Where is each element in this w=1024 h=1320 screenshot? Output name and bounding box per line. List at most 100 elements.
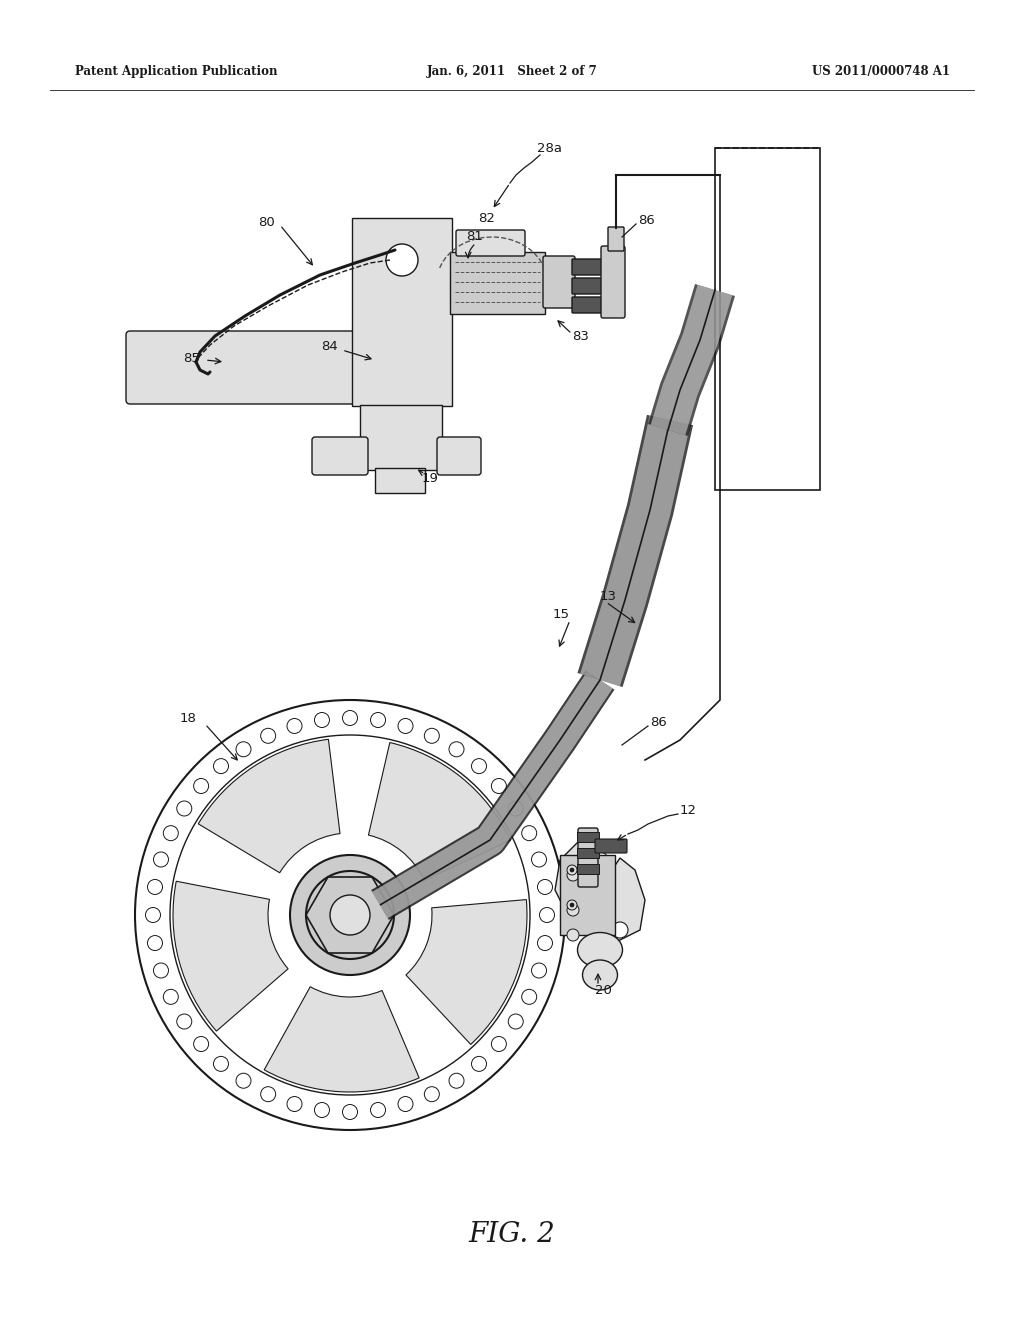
Text: 20: 20: [595, 983, 612, 997]
FancyBboxPatch shape: [312, 437, 368, 475]
FancyBboxPatch shape: [595, 840, 627, 853]
Circle shape: [567, 929, 579, 941]
Circle shape: [508, 801, 523, 816]
Circle shape: [314, 713, 330, 727]
Circle shape: [163, 989, 178, 1005]
Text: Jan. 6, 2011   Sheet 2 of 7: Jan. 6, 2011 Sheet 2 of 7: [427, 66, 597, 78]
Ellipse shape: [578, 932, 623, 968]
Circle shape: [538, 879, 553, 895]
Circle shape: [521, 989, 537, 1005]
Wedge shape: [369, 743, 510, 880]
Bar: [375, 469, 425, 492]
Circle shape: [424, 729, 439, 743]
Circle shape: [570, 903, 574, 907]
Circle shape: [330, 895, 370, 935]
Circle shape: [521, 826, 537, 841]
Wedge shape: [406, 899, 527, 1044]
Circle shape: [306, 871, 394, 960]
Text: 84: 84: [322, 341, 338, 354]
Circle shape: [154, 851, 169, 867]
Circle shape: [261, 1086, 275, 1102]
Text: 28a: 28a: [538, 141, 562, 154]
Text: Patent Application Publication: Patent Application Publication: [75, 66, 278, 78]
Circle shape: [612, 921, 628, 939]
Circle shape: [236, 1073, 251, 1088]
Circle shape: [177, 1014, 191, 1030]
Circle shape: [314, 1102, 330, 1118]
Polygon shape: [555, 840, 645, 950]
Bar: [360, 405, 442, 470]
Circle shape: [567, 869, 579, 880]
Text: 81: 81: [467, 231, 483, 243]
Circle shape: [567, 900, 577, 909]
Text: 80: 80: [258, 215, 275, 228]
Wedge shape: [199, 739, 340, 873]
Circle shape: [147, 879, 163, 895]
FancyBboxPatch shape: [456, 230, 525, 256]
Circle shape: [531, 851, 547, 867]
FancyBboxPatch shape: [601, 246, 625, 318]
FancyBboxPatch shape: [572, 259, 604, 275]
Circle shape: [342, 710, 357, 726]
Text: 85: 85: [183, 351, 200, 364]
Circle shape: [398, 718, 413, 734]
FancyBboxPatch shape: [608, 227, 624, 251]
Circle shape: [261, 729, 275, 743]
Circle shape: [449, 742, 464, 756]
Circle shape: [147, 936, 163, 950]
Circle shape: [236, 742, 251, 756]
Circle shape: [287, 1097, 302, 1111]
Bar: [577, 832, 599, 842]
Circle shape: [471, 1056, 486, 1072]
Wedge shape: [264, 987, 419, 1092]
Circle shape: [287, 718, 302, 734]
Circle shape: [449, 1073, 464, 1088]
Circle shape: [570, 869, 574, 873]
FancyBboxPatch shape: [578, 828, 598, 887]
FancyBboxPatch shape: [543, 256, 575, 308]
Circle shape: [371, 1102, 386, 1118]
Text: 83: 83: [572, 330, 589, 342]
Text: FIG. 2: FIG. 2: [469, 1221, 555, 1249]
Circle shape: [592, 851, 608, 869]
Bar: [715, 148, 820, 490]
Circle shape: [194, 779, 209, 793]
Text: 82: 82: [478, 211, 496, 224]
Circle shape: [424, 1086, 439, 1102]
Circle shape: [163, 826, 178, 841]
Circle shape: [398, 1097, 413, 1111]
Text: 12: 12: [680, 804, 697, 817]
Circle shape: [145, 908, 161, 923]
Circle shape: [531, 964, 547, 978]
Circle shape: [592, 892, 608, 908]
FancyBboxPatch shape: [126, 331, 364, 404]
Circle shape: [567, 904, 579, 916]
Circle shape: [371, 713, 386, 727]
Ellipse shape: [583, 960, 617, 990]
Text: US 2011/0000748 A1: US 2011/0000748 A1: [812, 66, 950, 78]
Bar: [450, 252, 545, 314]
Circle shape: [213, 1056, 228, 1072]
Text: 18: 18: [179, 711, 196, 725]
Circle shape: [492, 1036, 507, 1052]
Circle shape: [508, 1014, 523, 1030]
Circle shape: [290, 855, 410, 975]
Circle shape: [386, 244, 418, 276]
FancyBboxPatch shape: [572, 279, 604, 294]
Circle shape: [213, 759, 228, 774]
FancyBboxPatch shape: [572, 297, 604, 313]
Text: 86: 86: [650, 715, 667, 729]
Bar: [560, 855, 615, 935]
Circle shape: [177, 801, 191, 816]
Text: 15: 15: [553, 609, 570, 622]
Circle shape: [538, 936, 553, 950]
Circle shape: [492, 779, 507, 793]
Bar: [352, 218, 452, 407]
Circle shape: [154, 964, 169, 978]
Circle shape: [194, 1036, 209, 1052]
Circle shape: [567, 865, 577, 875]
Bar: [577, 847, 599, 858]
Text: 13: 13: [600, 590, 617, 602]
Bar: [577, 865, 599, 874]
Text: 19: 19: [422, 471, 438, 484]
